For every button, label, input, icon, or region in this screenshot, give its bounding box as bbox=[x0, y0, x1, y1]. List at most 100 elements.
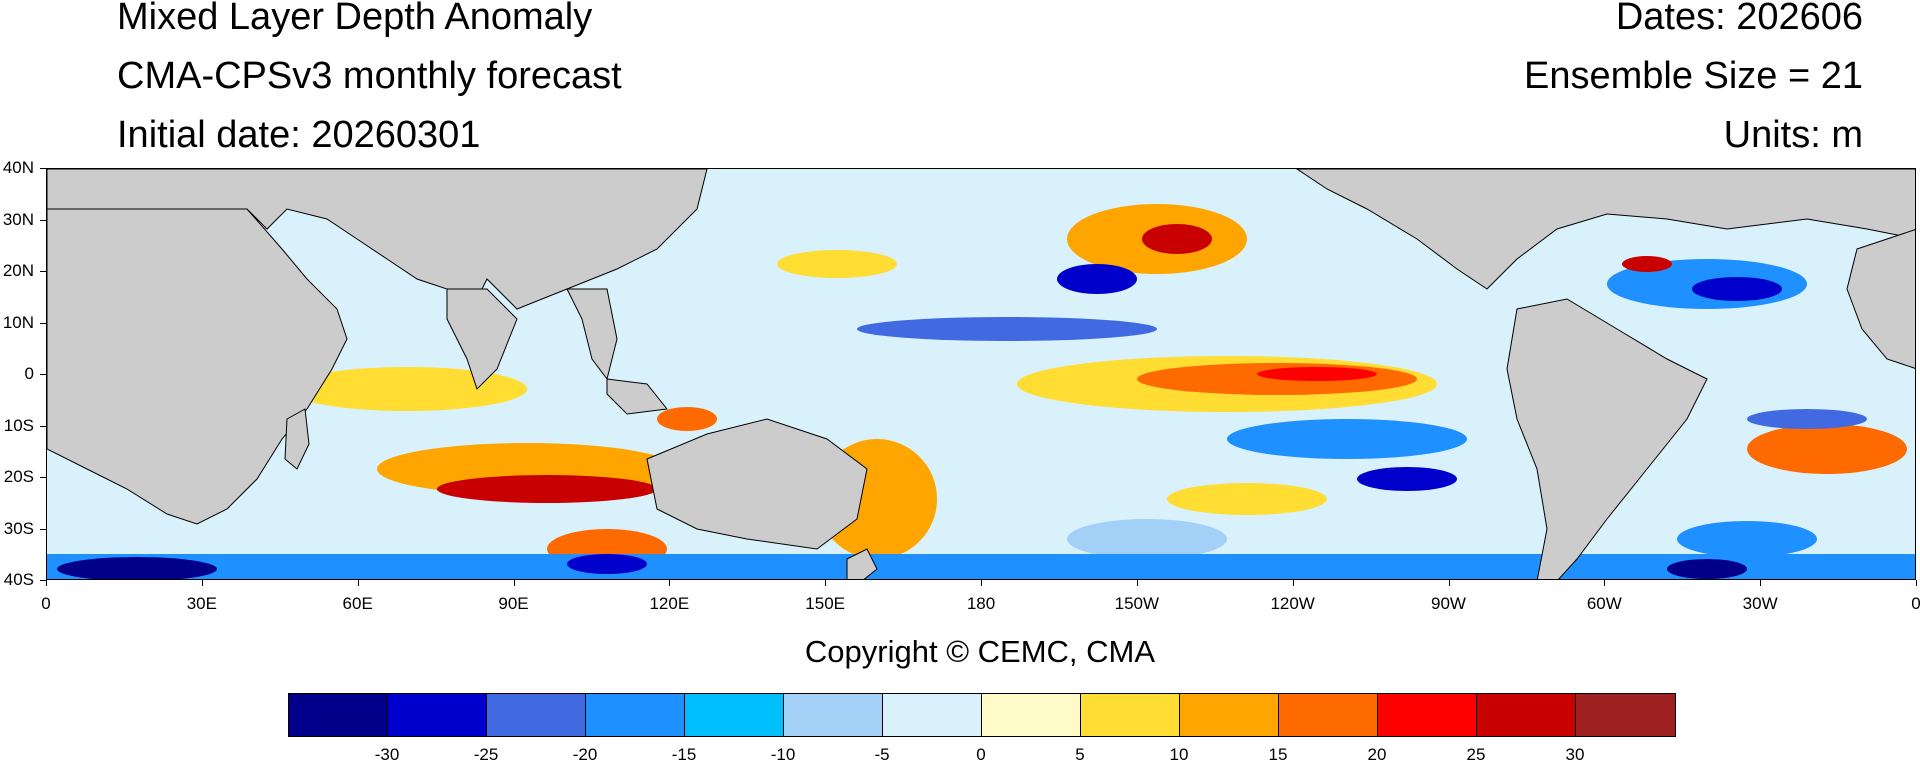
longitude-tick bbox=[981, 580, 982, 586]
anomaly-region bbox=[437, 475, 657, 503]
longitude-label: 30W bbox=[1742, 594, 1778, 613]
australia-landmass bbox=[646, 418, 868, 550]
latitude-label: 40S bbox=[3, 570, 34, 589]
longitude-label: 30E bbox=[186, 594, 217, 613]
latitude-label: 30N bbox=[2, 209, 34, 229]
map-canvas bbox=[47, 169, 1915, 579]
colorbar-label: -15 bbox=[671, 745, 697, 764]
anomaly-region bbox=[57, 557, 217, 579]
longitude-tick bbox=[1136, 580, 1138, 586]
anomaly-region bbox=[47, 554, 1915, 579]
colorbar-label: 0 bbox=[976, 745, 986, 764]
latitude-tick bbox=[40, 374, 46, 375]
colorbar-label: -10 bbox=[770, 745, 796, 764]
colorbar-segment bbox=[487, 694, 586, 736]
latitude-label: 40N bbox=[2, 158, 34, 177]
colorbar-segment bbox=[1576, 694, 1675, 736]
anomaly-region bbox=[1692, 277, 1782, 301]
longitude-label: 150E bbox=[805, 594, 846, 613]
anomaly-region bbox=[1622, 256, 1672, 272]
colorbar-segment bbox=[685, 694, 784, 736]
latitude-label: 20N bbox=[2, 261, 34, 280]
colorbar-label: -25 bbox=[473, 745, 499, 764]
longitude-label: 60W bbox=[1586, 594, 1622, 613]
longitude-tick bbox=[357, 580, 359, 586]
anomaly-region bbox=[657, 407, 717, 431]
anomaly-region bbox=[1057, 264, 1137, 294]
longitude-label: 150W bbox=[1114, 594, 1160, 613]
colorbar-segment bbox=[1477, 694, 1576, 736]
longitude-label: 60E bbox=[342, 594, 373, 613]
longitude-tick bbox=[1448, 580, 1450, 586]
latitude-tick bbox=[40, 168, 46, 169]
colorbar-segment bbox=[982, 694, 1081, 736]
colorbar-label: 20 bbox=[1367, 745, 1387, 764]
anomaly-region bbox=[1747, 424, 1907, 474]
land-masses bbox=[47, 169, 1915, 579]
latitude-label: 10N bbox=[2, 312, 34, 332]
longitude-label: 0 bbox=[41, 594, 51, 613]
colorbar-label: -5 bbox=[874, 745, 890, 764]
anomaly-region bbox=[1257, 367, 1377, 381]
anomaly-region bbox=[1677, 521, 1817, 557]
anomaly-region bbox=[567, 554, 647, 574]
colorbar-label: 25 bbox=[1466, 745, 1486, 764]
latitude-tick bbox=[40, 425, 46, 427]
longitude-label: 120E bbox=[649, 594, 690, 613]
colorbar-segment bbox=[586, 694, 685, 736]
longitude-tick bbox=[1760, 580, 1762, 586]
longitude-tick bbox=[201, 580, 203, 586]
longitude-tick bbox=[46, 580, 47, 586]
latitude-tick bbox=[40, 219, 46, 221]
longitude-tick bbox=[1916, 580, 1917, 586]
longitude-label: 0 bbox=[1911, 594, 1920, 613]
colorbar-segment bbox=[784, 694, 883, 736]
new-zealand-landmass bbox=[846, 548, 878, 579]
colorbar-label: -20 bbox=[572, 745, 598, 764]
longitude-label: 180 bbox=[966, 594, 996, 613]
anomaly-region bbox=[1227, 419, 1467, 459]
latitude-tick bbox=[40, 580, 46, 581]
south-america-landmass bbox=[1506, 298, 1708, 579]
colorbar-segment bbox=[883, 694, 982, 736]
colorbar-segment bbox=[1279, 694, 1378, 736]
anomaly-map bbox=[46, 168, 1916, 580]
southeast-asia-landmass bbox=[566, 288, 618, 381]
longitude-tick bbox=[1292, 580, 1294, 586]
dates-label: Dates: 202606 bbox=[1615, 0, 1863, 38]
latitude-tick bbox=[40, 477, 46, 478]
anomaly-region bbox=[1142, 224, 1212, 254]
latitude-tick bbox=[40, 322, 46, 324]
north-america-landmass bbox=[1296, 169, 1915, 290]
latitude-tick bbox=[40, 271, 46, 272]
model-label: CMA-CPSv3 monthly forecast bbox=[117, 55, 622, 97]
india-landmass bbox=[446, 288, 518, 390]
longitude-tick bbox=[669, 580, 671, 586]
colorbar-label: 10 bbox=[1169, 745, 1189, 764]
latitude-label: 10S bbox=[3, 415, 34, 435]
copyright-notice: Copyright © CEMC, CMA bbox=[804, 634, 1156, 669]
colorbar-label: 30 bbox=[1565, 745, 1585, 764]
madagascar-landmass bbox=[284, 408, 310, 470]
colorbar-segment bbox=[388, 694, 487, 736]
map-title: Mixed Layer Depth Anomaly bbox=[117, 0, 593, 38]
colorbar-label: -30 bbox=[374, 745, 400, 764]
anomaly-region bbox=[1067, 519, 1227, 559]
longitude-label: 90W bbox=[1431, 594, 1466, 613]
anomaly-region bbox=[1667, 559, 1747, 579]
colorbar-label: 15 bbox=[1268, 745, 1288, 764]
ensemble-size-label: Ensemble Size = 21 bbox=[1523, 55, 1863, 97]
west-africa-landmass bbox=[1846, 229, 1915, 369]
colorbar-segment bbox=[1180, 694, 1279, 736]
anomaly-region bbox=[1357, 467, 1457, 491]
colorbar bbox=[288, 693, 1676, 737]
units-label: Units: m bbox=[1723, 114, 1863, 156]
colorbar-segment bbox=[1081, 694, 1180, 736]
anomaly-region bbox=[777, 250, 897, 278]
indonesia-landmass bbox=[606, 378, 668, 415]
africa-landmass bbox=[47, 208, 348, 525]
latitude-label: 20S bbox=[3, 467, 34, 486]
latitude-label: 0 bbox=[24, 364, 34, 383]
colorbar-segment bbox=[1378, 694, 1477, 736]
latitude-label: 30S bbox=[3, 518, 34, 538]
